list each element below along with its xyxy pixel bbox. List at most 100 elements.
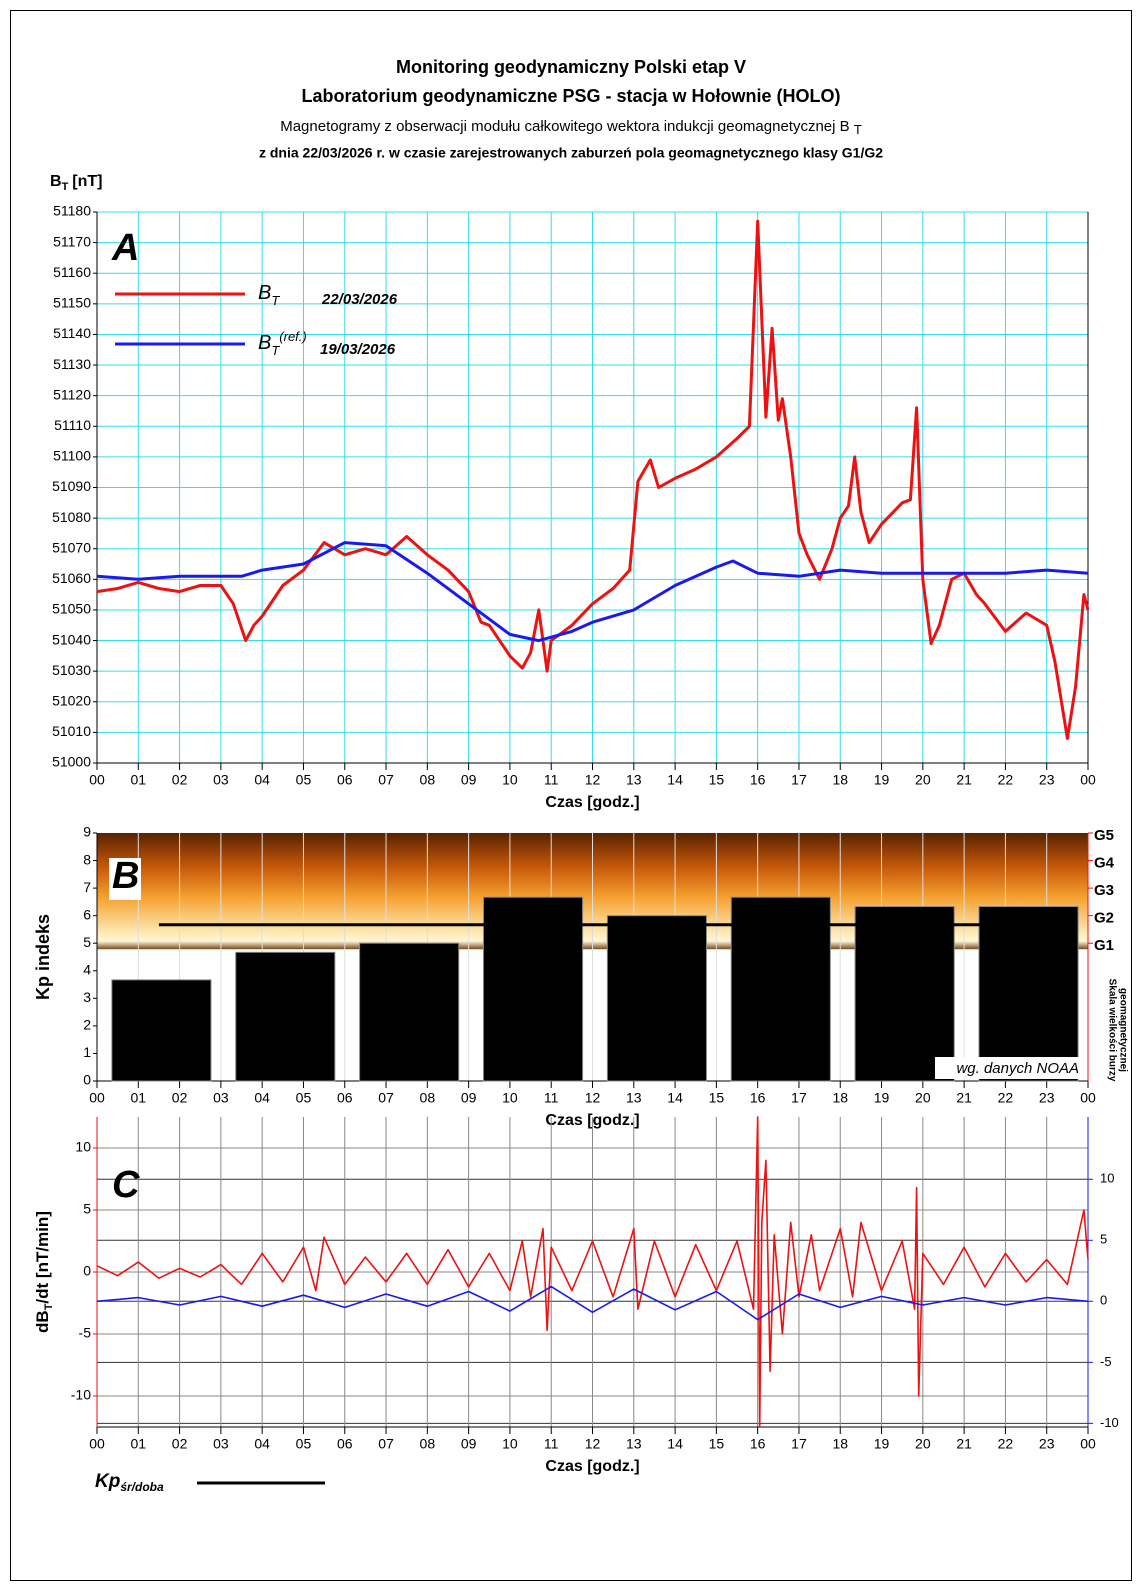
scale-label: Skala wielkości burzy geomagnetycznej — [1106, 979, 1128, 1082]
title: Laboratorium geodynamiczne PSG - stacja … — [301, 86, 840, 106]
x-tick-label: 21 — [956, 772, 972, 788]
x-tick-label: 13 — [626, 1090, 642, 1106]
y-tick-label: 5 — [83, 1201, 91, 1217]
storm-level-label: G4 — [1094, 855, 1115, 872]
x-tick-label: 10 — [502, 772, 518, 788]
legend-date: 22/03/2026 — [321, 291, 398, 308]
y-tick-label: 3 — [83, 989, 91, 1005]
panel-label: B — [112, 855, 139, 897]
bar — [854, 906, 955, 1082]
bar — [606, 915, 707, 1082]
y-tick-label: -5 — [79, 1325, 92, 1341]
legend-sub: T — [271, 293, 280, 308]
y-tick-label: 8 — [83, 851, 91, 867]
y-tick-label: 51070 — [52, 539, 91, 555]
y-tick-label: 51050 — [52, 601, 91, 617]
x-tick-label: 02 — [172, 772, 188, 788]
y-axis-label-main: dB — [33, 1310, 52, 1333]
y-tick-label: 51140 — [53, 325, 91, 341]
y-tick-label: 51170 — [53, 233, 91, 249]
x-tick-label: 18 — [832, 772, 848, 788]
panel-label: C — [112, 1164, 140, 1206]
x-tick-label: 00 — [1080, 772, 1096, 788]
legend-name: B — [258, 332, 271, 354]
bar — [111, 979, 212, 1082]
y-axis-label: dBT/dt [nT/min] — [33, 1211, 54, 1333]
bar — [978, 906, 1079, 1082]
y-tick-label: 51090 — [52, 478, 91, 494]
x-tick-label: 07 — [378, 772, 394, 788]
y2-tick-label: 10 — [1100, 1171, 1114, 1186]
y-tick-label: 51060 — [52, 570, 91, 586]
y-tick-label: 51130 — [53, 356, 91, 372]
y-tick-label: 6 — [83, 906, 91, 922]
legend-date: 19/03/2026 — [320, 341, 396, 358]
x-tick-label: 23 — [1039, 1090, 1055, 1106]
x-tick-label: 00 — [1080, 1436, 1096, 1452]
y-tick-label: 0 — [83, 1072, 91, 1088]
y2-tick-label: -10 — [1100, 1415, 1119, 1430]
x-tick-label: 05 — [296, 1090, 312, 1106]
x-tick-label: 08 — [420, 1090, 436, 1106]
x-tick-label: 12 — [585, 1090, 601, 1106]
x-tick-label: 10 — [502, 1090, 518, 1106]
x-tick-label: 05 — [296, 772, 312, 788]
x-tick-label: 17 — [791, 772, 807, 788]
x-tick-label: 14 — [667, 772, 683, 788]
x-tick-label: 03 — [213, 1436, 229, 1452]
legend-label: BT(ref.) — [258, 329, 307, 358]
x-tick-label: 20 — [915, 1436, 931, 1452]
x-tick-label: 16 — [750, 772, 766, 788]
y-tick-label: 51120 — [53, 386, 91, 402]
y-tick-label: 51040 — [52, 631, 91, 647]
x-tick-label: 11 — [544, 1436, 559, 1452]
x-tick-label: 22 — [998, 1436, 1014, 1452]
y-axis-label: Kp indeks — [33, 914, 53, 1000]
data-line — [96, 541, 1089, 643]
data-line — [96, 1285, 1089, 1321]
legend-sub: T — [271, 343, 280, 358]
x-tick-label: 19 — [874, 1090, 890, 1106]
y-tick-label: 51080 — [52, 509, 91, 525]
y-tick-label: 1 — [83, 1044, 91, 1060]
x-tick-label: 04 — [254, 772, 270, 788]
bar — [359, 942, 460, 1082]
x-tick-label: 06 — [337, 1090, 353, 1106]
y-tick-label: 51110 — [54, 417, 91, 433]
y-tick-label: 51150 — [53, 295, 91, 311]
x-tick-label: 06 — [337, 772, 353, 788]
x-tick-label: 22 — [998, 1090, 1014, 1106]
x-tick-label: 19 — [874, 772, 890, 788]
bar — [235, 951, 336, 1082]
x-tick-label: 09 — [461, 1090, 477, 1106]
x-tick-label: 11 — [544, 1090, 559, 1106]
x-tick-label: 21 — [956, 1436, 972, 1452]
x-tick-label: 08 — [420, 1436, 436, 1452]
y-tick-label: 51020 — [52, 692, 91, 708]
y-tick-label: 9 — [83, 824, 91, 840]
x-tick-label: 08 — [420, 772, 436, 788]
bar — [482, 896, 584, 1082]
x-tick-label: 14 — [667, 1090, 683, 1106]
y-tick-label: 4 — [83, 961, 91, 977]
x-tick-label: 20 — [915, 1090, 931, 1106]
x-tick-label: 03 — [213, 1090, 229, 1106]
x-tick-label: 07 — [378, 1090, 394, 1106]
subtitle: Magnetogramy z obserwacji modułu całkowi… — [280, 118, 862, 137]
x-tick-label: 09 — [461, 1436, 477, 1452]
x-tick-label: 18 — [832, 1436, 848, 1452]
storm-level-label: G2 — [1094, 910, 1114, 927]
x-tick-label: 12 — [585, 1436, 601, 1452]
y-tick-label: 5 — [83, 934, 91, 950]
x-tick-label: 09 — [461, 772, 477, 788]
y-tick-label: 51180 — [53, 203, 91, 219]
x-tick-label: 02 — [172, 1090, 188, 1106]
x-tick-label: 17 — [791, 1436, 807, 1452]
y-axis-label: BT [nT] — [50, 173, 103, 193]
x-tick-label: 04 — [254, 1090, 270, 1106]
y-axis-label-sub: T — [43, 1303, 55, 1310]
x-tick-label: 01 — [131, 772, 147, 788]
y2-tick-label: -5 — [1100, 1354, 1112, 1369]
y-axis-label-main: B — [50, 173, 62, 190]
x-tick-label: 00 — [89, 772, 105, 788]
